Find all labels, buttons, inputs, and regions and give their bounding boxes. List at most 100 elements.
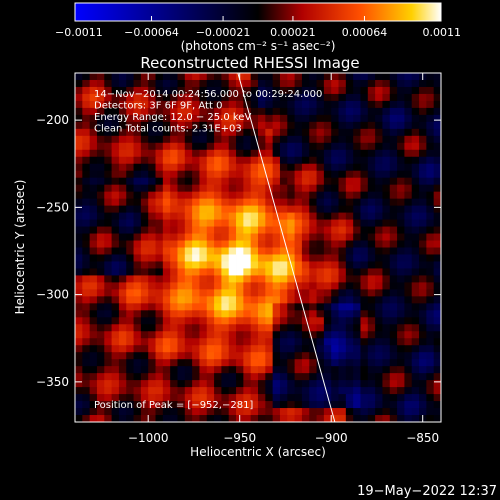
heatmap-cell	[397, 289, 405, 297]
heatmap-cell	[419, 149, 427, 158]
heatmap-cell	[126, 135, 134, 144]
heatmap-cell	[184, 275, 193, 283]
heatmap-cell	[206, 296, 215, 304]
heatmap-cell	[221, 219, 230, 227]
heatmap-cell	[338, 275, 347, 283]
heatmap-cell	[96, 219, 105, 227]
heatmap-cell	[118, 121, 127, 130]
heatmap-cell	[104, 73, 112, 81]
heatmap-cell	[338, 107, 347, 116]
heatmap-cell	[345, 121, 354, 130]
heatmap-cell	[184, 380, 193, 388]
heatmap-cell	[345, 373, 354, 381]
heatmap-cell	[323, 324, 332, 332]
heatmap-cell	[397, 233, 405, 241]
heatmap-cell	[316, 289, 325, 297]
heatmap-cell	[118, 170, 127, 179]
heatmap-cell	[411, 352, 420, 360]
heatmap-cell	[265, 184, 274, 193]
heatmap-cell	[192, 345, 200, 353]
heatmap-cell	[199, 380, 208, 388]
heatmap-cell	[367, 317, 376, 325]
heatmap-cell	[111, 324, 120, 332]
heatmap-cell	[250, 380, 259, 388]
heatmap-cell	[382, 114, 391, 123]
heatmap-cell	[162, 408, 171, 416]
heatmap-cell	[162, 282, 171, 290]
heatmap-cell	[199, 338, 208, 346]
heatmap-cell	[411, 135, 420, 144]
heatmap-cell	[367, 415, 376, 422]
heatmap-cell	[243, 86, 252, 95]
heatmap-cell	[360, 338, 369, 346]
heatmap-cell	[397, 254, 405, 262]
heatmap-cell	[331, 345, 339, 353]
heatmap-cell	[411, 415, 420, 422]
heatmap-cell	[265, 93, 274, 102]
heatmap-cell	[258, 226, 266, 234]
heatmap-cell	[345, 247, 354, 255]
heatmap-cell	[331, 107, 339, 116]
heatmap-cell	[104, 254, 112, 262]
heatmap-cell	[177, 268, 186, 276]
heatmap-cell	[272, 149, 281, 158]
heatmap-cell	[221, 177, 230, 186]
heatmap-cell	[155, 373, 164, 381]
heatmap-cell	[111, 261, 120, 269]
heatmap-cell	[75, 212, 83, 220]
heatmap-cell	[170, 275, 178, 283]
heatmap-cell	[294, 373, 303, 381]
heatmap-cell	[411, 310, 420, 318]
heatmap-cell	[426, 233, 435, 241]
heatmap-cell	[111, 184, 120, 193]
heatmap-cell	[192, 324, 200, 332]
heatmap-cell	[404, 387, 413, 395]
heatmap-cell	[177, 289, 186, 297]
heatmap-cell	[199, 233, 208, 241]
heatmap-cell	[75, 408, 83, 416]
heatmap-cell	[323, 401, 332, 409]
heatmap-cell	[382, 268, 391, 276]
heatmap-cell	[243, 317, 252, 325]
x-tick-label: −850	[406, 431, 439, 445]
heatmap-cell	[419, 170, 427, 179]
heatmap-cell	[353, 401, 361, 409]
heatmap-cell	[140, 219, 149, 227]
heatmap-cell	[133, 296, 142, 304]
heatmap-cell	[404, 240, 413, 248]
heatmap-cell	[338, 128, 347, 137]
heatmap-cell	[162, 170, 171, 179]
heatmap-cell	[206, 198, 215, 207]
heatmap-cell	[206, 114, 215, 123]
heatmap-cell	[375, 359, 383, 367]
heatmap-cell	[433, 198, 441, 207]
heatmap-cell	[206, 73, 215, 81]
heatmap-cell	[345, 268, 354, 276]
heatmap-cell	[382, 219, 391, 227]
annotation-line: Detectors: 3F 6F 9F, Att 0	[94, 101, 222, 112]
heatmap-cell	[316, 149, 325, 158]
heatmap-cell	[279, 275, 288, 283]
heatmap-cell	[294, 93, 303, 102]
heatmap-cell	[397, 156, 405, 165]
heatmap-cell	[96, 352, 105, 360]
heatmap-cell	[214, 212, 222, 220]
heatmap-cell	[236, 79, 244, 88]
heatmap-cell	[126, 163, 134, 172]
heatmap-cell	[316, 303, 325, 311]
heatmap-cell	[75, 415, 83, 422]
heatmap-cell	[75, 338, 83, 346]
heatmap-cell	[155, 73, 164, 81]
heatmap-cell	[155, 191, 164, 200]
heatmap-cell	[214, 331, 222, 339]
heatmap-cell	[265, 289, 274, 297]
heatmap-cell	[323, 114, 332, 123]
heatmap-cell	[265, 170, 274, 179]
heatmap-cell	[309, 366, 317, 374]
heatmap-cell	[389, 114, 398, 123]
heatmap-cell	[258, 240, 266, 248]
heatmap-cell	[389, 191, 398, 200]
heatmap-cell	[148, 317, 156, 325]
heatmap-cell	[294, 394, 303, 402]
heatmap-cell	[206, 268, 215, 276]
